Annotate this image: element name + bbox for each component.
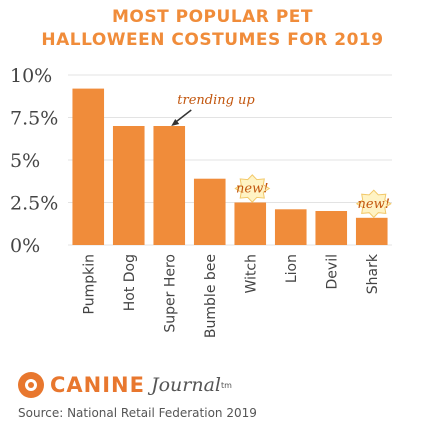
x-tick-label: Super Hero (162, 254, 178, 333)
bar-hot-dog (112, 126, 145, 245)
annotation-arrowhead (171, 119, 180, 126)
brand-logo: CANINE Journal tm (18, 372, 232, 398)
paw-icon (18, 372, 44, 398)
trademark-mark: tm (221, 380, 232, 390)
bar-shark (355, 217, 388, 245)
y-tick-label: 5% (10, 150, 40, 172)
chart-title-line1: MOST POPULAR PET (112, 7, 313, 27)
x-tick-label: Hot Dog (122, 254, 138, 311)
x-tick-label: Shark (365, 253, 381, 294)
x-tick-label: Bumble bee (203, 254, 219, 338)
bar-lion (274, 209, 307, 245)
source-note: Source: National Retail Federation 2019 (18, 406, 257, 420)
x-tick-label: Witch (243, 254, 259, 293)
annotation-burst (355, 189, 392, 219)
bar-devil (315, 211, 348, 245)
brand-word-journal: Journal (150, 374, 222, 396)
bar-super-hero (153, 126, 186, 245)
y-tick-label: 7.5% (10, 108, 58, 130)
annotation-new: new! (358, 197, 390, 212)
brand-word-canine: CANINE (50, 373, 145, 397)
annotation-burst (234, 174, 271, 203)
bar-pumpkin (72, 88, 105, 245)
bar-bumble-bee (193, 178, 226, 245)
annotation-new: new! (236, 182, 268, 197)
y-tick-label: 10% (10, 65, 52, 87)
y-tick-label: 2.5% (10, 193, 58, 215)
x-tick-label: Pumpkin (81, 254, 97, 314)
chart-title-line2: HALLOWEEN COSTUMES FOR 2019 (41, 30, 384, 50)
bar-chart: 0% 2.5% 5% 7.5% 10% Pumpkin Hot Dog Super Hero B… (10, 65, 392, 338)
y-tick-label: 0% (10, 235, 40, 257)
bar-witch (234, 202, 267, 245)
x-tick-label: Lion (284, 254, 300, 283)
annotation-trending-up: trending up (177, 93, 255, 108)
x-tick-label: Devil (324, 254, 340, 289)
